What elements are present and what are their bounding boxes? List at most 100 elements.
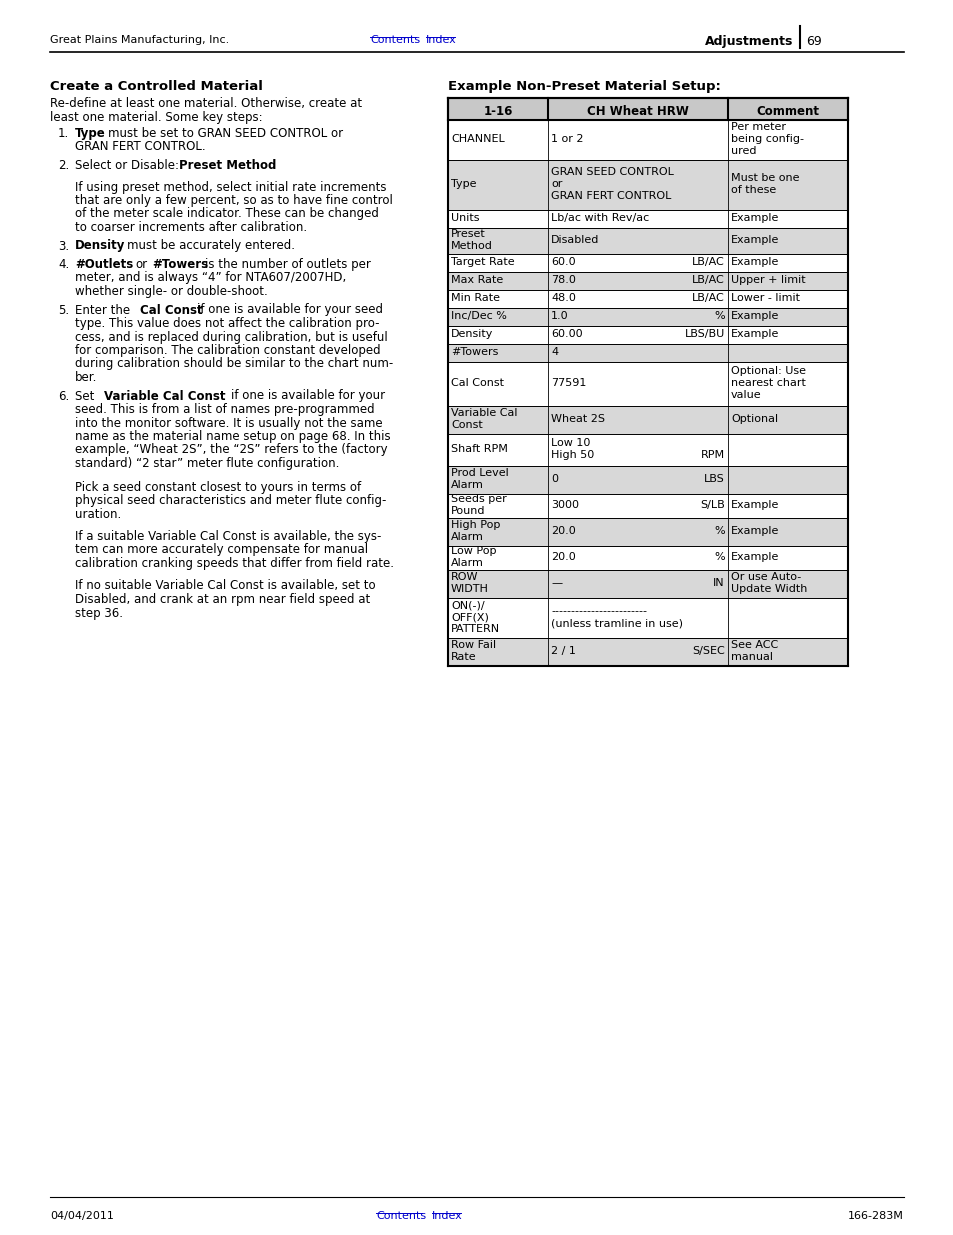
Text: Density: Density [451,329,493,338]
Bar [448,598,847,638]
Text: whether single- or double-shoot.: whether single- or double-shoot. [75,285,268,298]
Text: 6.: 6. [58,389,70,403]
Text: of these: of these [730,185,776,195]
Text: Target Rate: Target Rate [451,257,514,267]
Text: S/SEC: S/SEC [692,646,724,656]
Text: cess, and is replaced during calibration, but is useful: cess, and is replaced during calibration… [75,331,387,343]
Text: Re-define at least one material. Otherwise, create at: Re-define at least one material. Otherwi… [50,98,362,110]
Text: Prod Level: Prod Level [451,468,508,478]
Text: 1 or 2: 1 or 2 [551,135,583,144]
Bar [448,345,847,362]
Text: or: or [135,258,147,270]
Text: Density: Density [75,240,125,252]
Text: CHANNEL: CHANNEL [451,135,504,144]
Text: Per meter: Per meter [730,122,785,132]
Text: High Pop: High Pop [451,520,500,530]
Text: 0: 0 [551,474,558,484]
Text: —: — [551,578,561,588]
Bar [448,254,847,272]
Text: Upper + limit: Upper + limit [730,275,804,285]
Text: Preset: Preset [451,228,485,240]
Text: 3.: 3. [58,240,69,252]
Text: 20.0: 20.0 [551,526,576,536]
Text: LB/AC: LB/AC [692,293,724,303]
Text: if one is available for your seed: if one is available for your seed [196,304,382,316]
Text: RPM: RPM [700,450,724,459]
Text: 77591: 77591 [551,378,586,388]
Text: LBS/BU: LBS/BU [684,329,724,338]
Text: Comment: Comment [756,105,819,119]
Text: Example Non-Preset Material Setup:: Example Non-Preset Material Setup: [448,80,720,93]
Text: Max Rate: Max Rate [451,275,503,285]
Text: Must be one: Must be one [730,173,799,183]
Text: Type: Type [451,179,476,189]
Text: Example: Example [730,311,779,321]
Text: Rate: Rate [451,652,476,662]
Bar [448,494,847,517]
Text: Variable Cal Const: Variable Cal Const [104,389,225,403]
Text: if one is available for your: if one is available for your [231,389,385,403]
Bar [448,571,847,598]
Text: 78.0: 78.0 [551,275,576,285]
Text: Example: Example [730,235,779,245]
Text: %: % [714,552,724,562]
Text: #Towers: #Towers [451,347,497,357]
Text: CH Wheat HRW: CH Wheat HRW [586,105,688,119]
Text: Example: Example [730,257,779,267]
Text: GRAN FERT CONTROL.: GRAN FERT CONTROL. [75,141,206,153]
Text: Set: Set [75,389,98,403]
Text: 1.: 1. [58,127,70,140]
Text: 4.: 4. [58,258,70,270]
Text: Example: Example [730,526,779,536]
Text: LB/AC: LB/AC [692,257,724,267]
Text: Low 10: Low 10 [551,438,590,448]
Text: Index: Index [432,1212,462,1221]
Text: tem can more accurately compensate for manual: tem can more accurately compensate for m… [75,543,368,557]
Text: LBS: LBS [703,474,724,484]
Text: of the meter scale indicator. These can be changed: of the meter scale indicator. These can … [75,207,378,221]
Bar [448,290,847,308]
Text: Optional: Use: Optional: Use [730,366,805,375]
Text: or: or [551,179,561,189]
Bar [448,433,847,466]
Text: meter, and is always “4” for NTA607/2007HD,: meter, and is always “4” for NTA607/2007… [75,272,346,284]
Text: WIDTH: WIDTH [451,584,488,594]
Text: 1-16: 1-16 [483,105,512,119]
Text: 4: 4 [551,347,558,357]
Text: nearest chart: nearest chart [730,378,805,388]
Text: Seeds per: Seeds per [451,494,506,504]
Bar [448,546,847,571]
Text: Row Fail: Row Fail [451,640,496,650]
Text: being config-: being config- [730,135,803,144]
Text: calibration cranking speeds that differ from field rate.: calibration cranking speeds that differ … [75,557,394,571]
Text: %: % [714,311,724,321]
Text: Lower - limit: Lower - limit [730,293,800,303]
Text: to coarser increments after calibration.: to coarser increments after calibration. [75,221,307,233]
Bar [448,161,847,210]
Text: If no suitable Variable Cal Const is available, set to: If no suitable Variable Cal Const is ava… [75,579,375,593]
Text: that are only a few percent, so as to have fine control: that are only a few percent, so as to ha… [75,194,393,207]
Text: type. This value does not affect the calibration pro-: type. This value does not affect the cal… [75,317,379,330]
Text: 166-283M: 166-283M [847,1212,903,1221]
Text: %: % [714,526,724,536]
Text: ------------------------: ------------------------ [551,606,646,616]
Text: Alarm: Alarm [451,480,483,490]
Text: Enter the: Enter the [75,304,133,316]
Text: example, “Wheat 2S”, the “2S” refers to the (factory: example, “Wheat 2S”, the “2S” refers to … [75,443,387,457]
Text: Contents: Contents [375,1212,426,1221]
Text: Preset Method: Preset Method [179,159,276,172]
Text: 04/04/2011: 04/04/2011 [50,1212,113,1221]
Text: Shaft RPM: Shaft RPM [451,445,507,454]
Text: (unless tramline in use): (unless tramline in use) [551,618,682,629]
Text: ber.: ber. [75,370,97,384]
Text: GRAN FERT CONTROL: GRAN FERT CONTROL [551,191,671,201]
Text: 2 / 1: 2 / 1 [551,646,576,656]
Text: High 50: High 50 [551,450,594,459]
Text: Pound: Pound [451,506,485,516]
Text: LB/AC: LB/AC [692,275,724,285]
Text: Example: Example [730,500,779,510]
Text: Variable Cal: Variable Cal [451,408,517,417]
Text: is the number of outlets per: is the number of outlets per [205,258,371,270]
Text: during calibration should be similar to the chart num-: during calibration should be similar to … [75,357,393,370]
Text: S/LB: S/LB [700,500,724,510]
